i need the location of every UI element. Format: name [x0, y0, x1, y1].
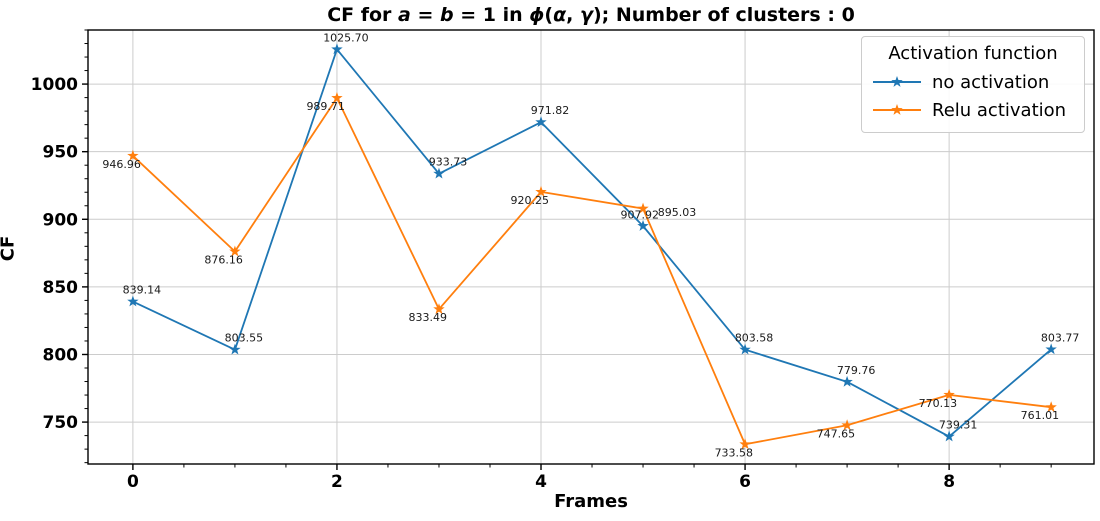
- x-tick-label: 0: [127, 472, 139, 492]
- point-label: 946.96: [102, 158, 141, 171]
- y-tick-label: 1000: [31, 75, 78, 95]
- x-tick-label: 2: [331, 472, 343, 492]
- plot-frame: [87, 29, 1095, 465]
- star-marker: [127, 295, 139, 307]
- legend-line-sample: [873, 76, 921, 87]
- y-tick-label: 950: [43, 143, 79, 163]
- chart-title-segment: ,: [566, 4, 580, 26]
- x-tick-label: 4: [535, 472, 547, 492]
- series-line-Relu-activation: [132, 97, 1052, 446]
- point-label: 733.58: [715, 446, 754, 459]
- y-tick-label: 750: [43, 413, 79, 433]
- point-label: 747.65: [817, 427, 856, 440]
- star-marker-icon: [891, 104, 903, 115]
- chart-title-segment: γ: [580, 4, 593, 26]
- point-label: 920.25: [511, 194, 550, 207]
- star-marker: [637, 202, 649, 214]
- point-label: 770.13: [919, 397, 958, 410]
- legend-entry: no activation: [870, 68, 1076, 96]
- legend-title: Activation function: [888, 43, 1058, 64]
- data-series: [127, 43, 1057, 450]
- point-label: 895.03: [658, 206, 697, 219]
- star-marker: [433, 167, 445, 179]
- legend-line-sample: [873, 104, 921, 115]
- point-label: 803.55: [225, 332, 264, 345]
- star-marker: [535, 116, 547, 128]
- x-tick-labels: 0 2 4 6 8: [127, 472, 955, 492]
- legend-entry-label: no activation: [932, 71, 1050, 93]
- chart-title-segment: CF for: [327, 4, 399, 26]
- star-marker: [229, 343, 241, 355]
- chart-title-segment: b: [440, 4, 454, 26]
- star-marker: [127, 149, 139, 161]
- star-marker: [739, 438, 751, 450]
- star-marker: [1045, 343, 1057, 355]
- legend-entries: no activation Relu activation: [870, 68, 1076, 124]
- star-marker: [739, 343, 751, 355]
- star-marker: [331, 91, 343, 103]
- point-label: 907.92: [621, 209, 660, 222]
- chart-title-segment: ); Number of clusters : 0: [592, 4, 855, 26]
- legend: Activation function no activation Relu ac…: [861, 36, 1085, 133]
- star-marker: [841, 375, 853, 387]
- star-marker: [433, 303, 445, 315]
- point-label: 989.71: [306, 100, 345, 113]
- y-tick-label: 850: [43, 278, 79, 298]
- chart-title-segment: =: [410, 4, 441, 26]
- legend-entry-label: Relu activation: [932, 99, 1067, 121]
- y-tick-label: 800: [43, 345, 79, 365]
- star-marker: [229, 245, 241, 257]
- star-marker: [943, 388, 955, 400]
- point-label: 761.01: [1021, 409, 1060, 422]
- point-label: 803.58: [735, 332, 774, 345]
- star-marker: [637, 220, 649, 231]
- star-marker: [535, 185, 547, 197]
- chart-title-segment: ϕ: [529, 4, 545, 26]
- legend-entry: Relu activation: [870, 96, 1076, 124]
- point-labels: 839.14 803.55 1025.70 933.73 971.82 895.03 803…: [102, 31, 1079, 459]
- point-label: 739.31: [939, 419, 978, 432]
- chart-title-segment: α: [553, 4, 567, 26]
- point-label: 1025.70: [323, 31, 369, 44]
- x-axis-label: Frames: [554, 491, 628, 512]
- y-tick-label: 900: [43, 210, 79, 230]
- x-tick-label: 6: [739, 472, 751, 492]
- y-tick-labels: 750 800 850 900 950 1000: [31, 75, 78, 433]
- chart-title-segment: (: [544, 4, 554, 26]
- star-marker: [331, 43, 343, 55]
- point-label: 933.73: [429, 156, 468, 169]
- chart-title-segment: a: [398, 4, 411, 26]
- star-marker: [943, 430, 955, 442]
- chart-title-segment: = 1 in: [453, 4, 530, 26]
- point-label: 803.77: [1041, 331, 1080, 344]
- x-tick-label: 8: [943, 472, 955, 492]
- point-label: 839.14: [123, 284, 162, 297]
- point-label: 833.49: [408, 311, 447, 324]
- chart-title: CF for a = b = 1 in ϕ(α, γ); Number of c…: [88, 4, 1094, 26]
- star-marker: [841, 419, 853, 431]
- star-marker-icon: [891, 76, 903, 87]
- point-label: 779.76: [837, 364, 876, 377]
- y-axis-label: CF: [0, 235, 19, 262]
- point-label: 876.16: [204, 254, 243, 267]
- point-label: 971.82: [531, 104, 570, 117]
- star-marker: [1045, 401, 1057, 413]
